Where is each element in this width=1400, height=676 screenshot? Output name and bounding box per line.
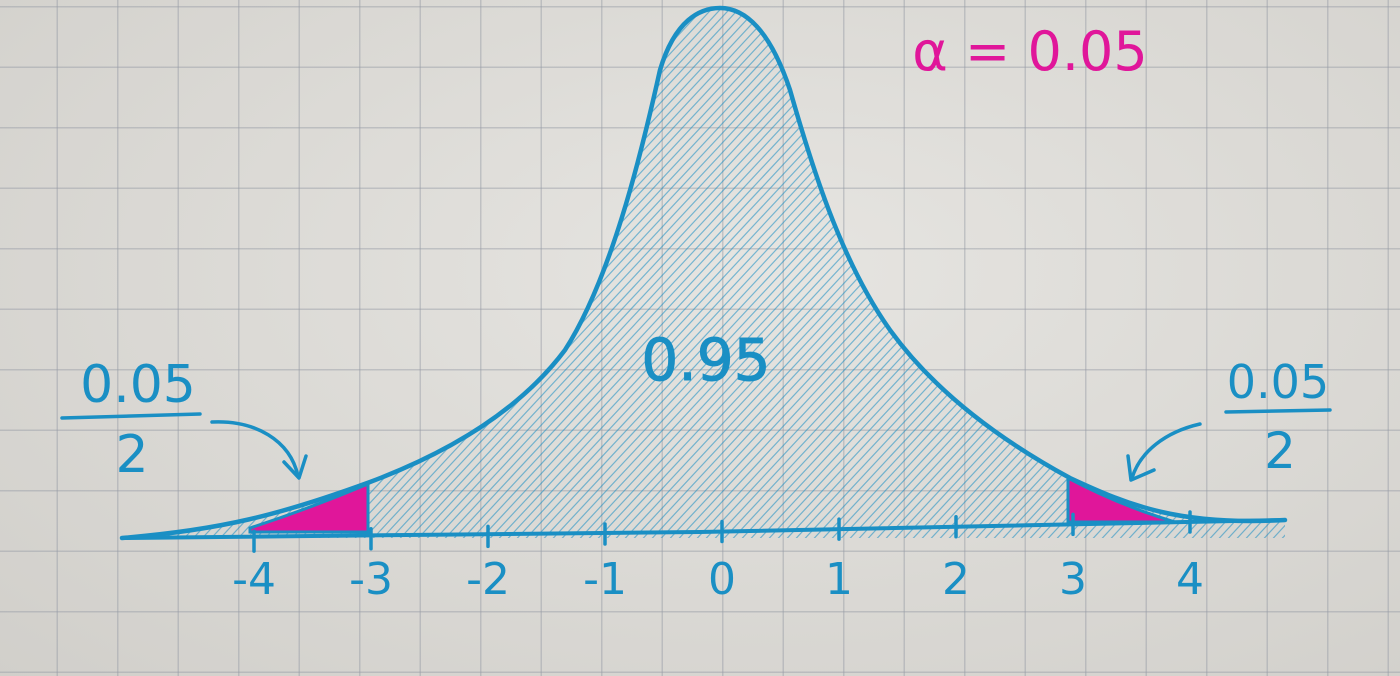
axis-tick-label: -4 [232,554,276,605]
bell-curve-outline [119,5,1288,541]
left-tail-fraction-bar [60,412,202,420]
right-tail-denominator: 2 [1264,422,1296,480]
right-tail-fraction-bar [1224,408,1332,414]
axis-tick-label: 4 [1176,554,1204,605]
center-region-hatching [122,8,1285,538]
left-tail-shading [248,481,370,534]
axis-tick-label: -3 [349,554,393,605]
axis-tick-label: -2 [466,554,510,605]
axis-tick-label: 3 [1059,554,1087,605]
left-tail-numerator: 0.05 [80,355,196,415]
axis-tick-label: 1 [825,554,853,605]
left-tail-denominator: 2 [115,425,148,485]
axis-ticks: -4 -3 -2 -1 0 1 2 3 4 [232,510,1204,605]
x-axis-line [120,518,1287,540]
axis-tick-label: -1 [583,554,627,605]
right-tail-numerator: 0.05 [1227,355,1329,409]
left-tail-arrowhead [282,454,308,480]
axis-tick-label: 0 [708,554,736,605]
left-tail-arrow [210,420,300,478]
center-area-label: 0.95 [641,326,770,394]
right-tail-arrow [1130,422,1202,480]
right-tail-arrowhead [1126,454,1156,482]
alpha-label: α = 0.05 [912,20,1147,83]
axis-tick-label: 2 [942,554,970,605]
